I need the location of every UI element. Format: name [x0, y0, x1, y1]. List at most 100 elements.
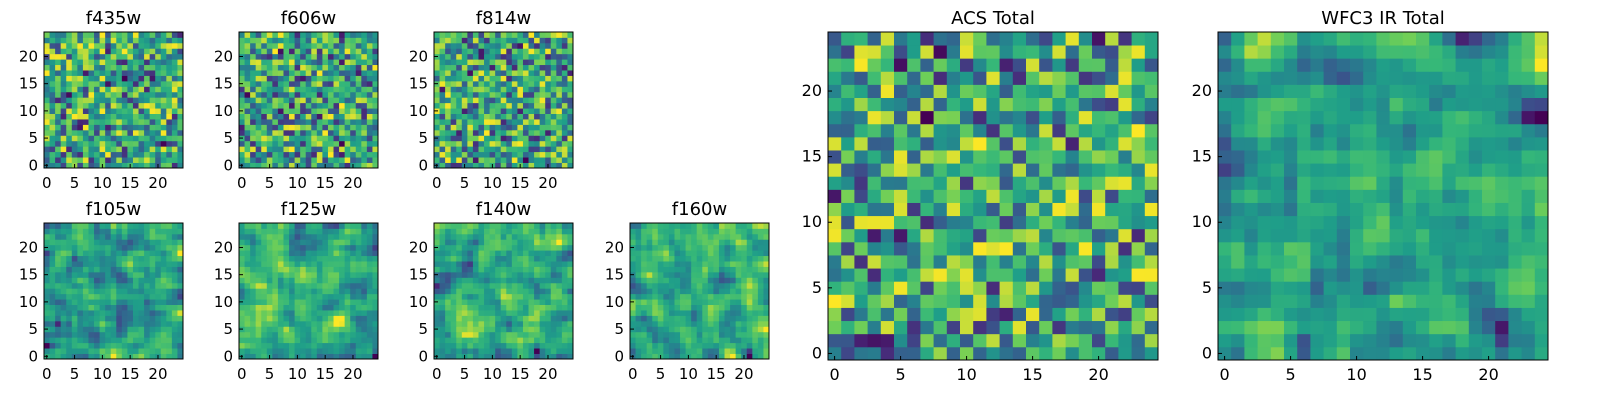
heatmap-cell — [461, 108, 468, 114]
heatmap-cell — [105, 320, 112, 327]
heatmap-cell — [461, 119, 468, 125]
heatmap-cell — [149, 113, 156, 120]
heatmap-cell — [707, 288, 714, 295]
heatmap-cell — [920, 189, 934, 203]
heatmap-cell — [752, 228, 759, 235]
heatmap-cell — [652, 255, 659, 262]
heatmap-cell — [350, 304, 357, 311]
heatmap-cell — [652, 228, 659, 235]
heatmap-cell — [434, 64, 440, 71]
heatmap-cell — [456, 59, 463, 66]
heatmap-cell — [77, 86, 84, 93]
heatmap-cell — [556, 86, 563, 93]
heatmap-cell — [702, 331, 709, 338]
heatmap-cell — [138, 223, 145, 229]
x-tick-label: 20 — [538, 174, 557, 192]
heatmap-cell — [60, 326, 67, 333]
heatmap-cell — [445, 80, 452, 87]
heatmap-cell — [339, 162, 346, 169]
heatmap-cell — [294, 244, 301, 251]
heatmap-cell — [1065, 215, 1080, 230]
heatmap-cell — [44, 293, 50, 300]
heatmap-cell — [484, 250, 490, 257]
heatmap-cell — [489, 315, 496, 322]
heatmap-cell — [539, 315, 546, 322]
heatmap-cell — [1092, 281, 1106, 295]
heatmap-cell — [550, 320, 557, 327]
heatmap-cell — [82, 162, 89, 169]
heatmap-cell — [461, 124, 468, 131]
heatmap-cell — [1052, 202, 1066, 217]
heatmap-cell — [361, 223, 368, 229]
heatmap-cell — [646, 223, 653, 229]
heatmap-cell — [99, 70, 106, 76]
heatmap-cell — [255, 135, 262, 142]
heatmap-cell — [244, 326, 251, 333]
heatmap-cell — [522, 108, 529, 114]
heatmap-cell — [456, 282, 463, 289]
heatmap-cell — [439, 80, 446, 87]
heatmap-cell — [456, 288, 463, 295]
heatmap-cell — [266, 75, 273, 82]
heatmap-cell — [44, 239, 50, 246]
heatmap-cell — [283, 64, 290, 71]
heatmap-cell — [311, 320, 318, 327]
heatmap-cell — [545, 140, 552, 147]
heatmap-cell — [752, 244, 759, 251]
heatmap-cell — [350, 326, 357, 333]
heatmap-cell — [567, 277, 574, 284]
heatmap-cell — [489, 48, 496, 55]
heatmap-cell — [517, 37, 524, 44]
heatmap-cell — [1052, 307, 1066, 322]
heatmap-cell — [522, 239, 529, 246]
heatmap-cell — [757, 239, 764, 246]
heatmap-cell — [327, 277, 334, 284]
heatmap-cell — [680, 255, 686, 262]
heatmap-cell — [668, 266, 675, 273]
heatmap-cell — [539, 140, 546, 147]
heatmap-cell — [116, 102, 123, 109]
heatmap-cell — [635, 342, 642, 349]
heatmap-cell — [685, 255, 692, 262]
heatmap-cell — [177, 75, 184, 82]
y-tick-label: 0 — [28, 156, 38, 174]
heatmap-cell — [707, 282, 714, 289]
heatmap-cell — [550, 86, 557, 93]
heatmap-cell — [445, 331, 452, 338]
heatmap-cell — [138, 310, 145, 316]
heatmap-cell — [439, 250, 446, 257]
heatmap-cell — [311, 310, 318, 316]
heatmap-cell — [635, 293, 642, 300]
heatmap-cell — [1026, 163, 1040, 177]
heatmap-cell — [1144, 307, 1159, 322]
heatmap-cell — [289, 277, 295, 284]
heatmap-cell — [713, 266, 720, 273]
heatmap-cell — [311, 244, 318, 251]
heatmap-cell — [1131, 123, 1146, 138]
heatmap-cell — [266, 119, 273, 125]
heatmap-cell — [283, 266, 290, 273]
heatmap-cell — [461, 48, 468, 55]
heatmap-cell — [149, 86, 156, 93]
heatmap-cell — [138, 151, 145, 158]
heatmap-cell — [495, 233, 502, 240]
heatmap-cell — [339, 91, 346, 98]
heatmap-cell — [561, 228, 568, 235]
heatmap-cell — [484, 266, 490, 273]
heatmap-cell — [757, 266, 764, 273]
heatmap-cell — [316, 113, 323, 120]
heatmap-cell — [171, 129, 178, 136]
heatmap-cell — [567, 48, 574, 55]
heatmap-cell — [674, 320, 681, 327]
heatmap-cell — [1012, 215, 1027, 230]
heatmap-cell — [160, 42, 167, 49]
heatmap-cell — [556, 250, 563, 257]
heatmap-cell — [500, 162, 507, 169]
heatmap-cell — [94, 146, 100, 153]
heatmap-cell — [652, 320, 659, 327]
heatmap-cell — [539, 70, 546, 76]
heatmap-cell — [289, 113, 295, 120]
heatmap-cell — [534, 348, 541, 354]
heatmap-cell — [472, 320, 479, 327]
heatmap-cell — [350, 342, 357, 349]
